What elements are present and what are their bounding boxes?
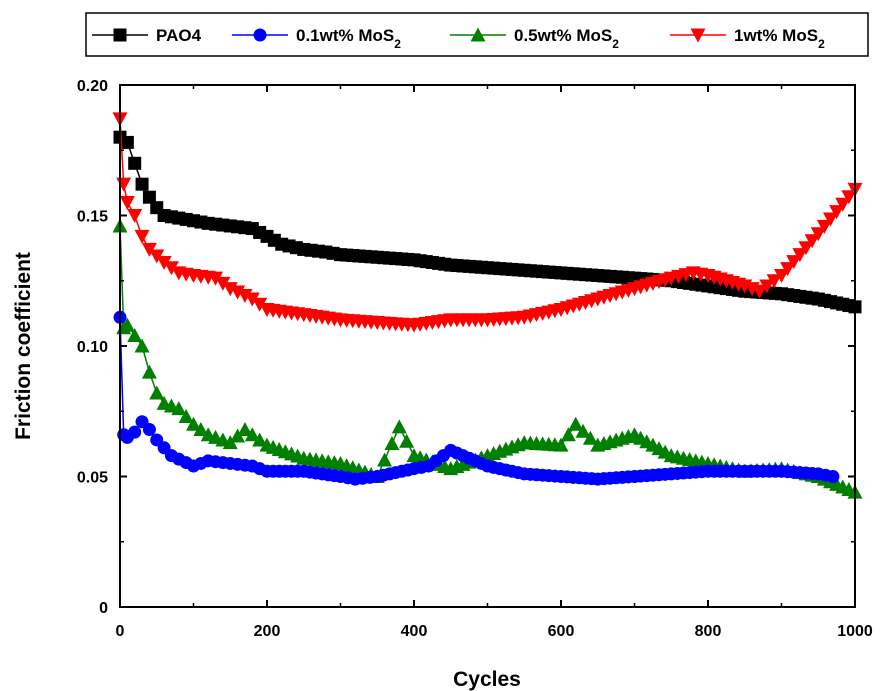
data-point (163, 261, 179, 276)
data-point (128, 425, 142, 439)
data-point (127, 209, 143, 223)
x-tick-label: 400 (401, 623, 428, 640)
data-point (156, 255, 172, 270)
data-point (119, 317, 135, 332)
data-point (186, 416, 201, 431)
data-point (826, 470, 840, 483)
data-point (553, 437, 569, 452)
data-point (560, 427, 576, 442)
data-point (244, 292, 260, 307)
data-point (244, 427, 260, 442)
data-point (816, 219, 832, 234)
data-point (835, 197, 851, 212)
data-point (582, 430, 598, 445)
data-point (128, 156, 142, 170)
legend-marker (690, 28, 706, 43)
y-axis-title: Friction coefficient (12, 252, 35, 440)
plot-frame (119, 84, 856, 608)
data-point (222, 435, 238, 450)
data-point (134, 338, 150, 353)
data-point (823, 212, 838, 227)
data-point (193, 422, 209, 437)
legend-marker (253, 28, 267, 42)
data-point (798, 241, 814, 256)
data-point (759, 279, 775, 294)
x-tick-label: 0 (116, 623, 125, 640)
data-point (116, 177, 132, 192)
data-point (792, 248, 808, 263)
data-point (786, 255, 802, 270)
x-tick-label: 600 (548, 623, 575, 640)
x-tick-label: 1000 (837, 623, 873, 640)
y-tick-label: 0.10 (77, 339, 108, 356)
data-point (829, 205, 845, 220)
data-point (766, 274, 782, 289)
legend: PAO4 0.1wt% MoS2 0.5wt% MoS2 1wt% MoS2 (85, 12, 869, 57)
data-point (178, 408, 194, 423)
data-point (127, 328, 143, 343)
y-tick-label: 0 (99, 600, 108, 617)
data-point (384, 435, 400, 450)
y-axis: 0 0.05 0.10 0.15 0.20 (77, 78, 855, 617)
data-point (377, 452, 393, 467)
data-point (142, 423, 156, 437)
data-point (780, 262, 796, 277)
data-point (215, 276, 231, 291)
data-point (134, 229, 150, 244)
data-point (171, 401, 187, 416)
data-point (751, 284, 767, 299)
data-point (774, 269, 789, 284)
data-point (237, 422, 253, 437)
data-point (399, 433, 415, 448)
legend-marker (470, 27, 486, 42)
legend-item: PAO4 (92, 26, 202, 45)
y-tick-label: 0.20 (77, 78, 108, 95)
data-point (568, 416, 584, 431)
data-point (141, 242, 157, 257)
data-point (120, 135, 134, 149)
data-point (135, 177, 149, 191)
data-point (149, 249, 165, 264)
data-point (142, 190, 156, 204)
data-point (119, 195, 135, 210)
data-point (208, 271, 224, 286)
data-point (149, 385, 165, 400)
plot-area (112, 84, 863, 608)
data-point (230, 428, 246, 443)
x-tick-label: 800 (695, 623, 722, 640)
legend-label: PAO4 (156, 26, 202, 45)
data-point (252, 432, 268, 447)
data-point (575, 423, 591, 438)
x-axis: 0 200 400 600 800 1000 (116, 85, 873, 640)
data-point (141, 364, 157, 379)
data-point (252, 297, 268, 312)
data-point (804, 234, 820, 249)
y-tick-label: 0.05 (77, 470, 108, 487)
y-tick-label: 0.15 (77, 209, 108, 226)
x-tick-label: 200 (254, 623, 281, 640)
x-axis-title: Cycles (453, 668, 521, 691)
legend-marker (113, 28, 127, 42)
data-point (391, 419, 407, 434)
series-1 (113, 310, 840, 486)
data-point (841, 190, 857, 205)
data-point (810, 227, 826, 242)
series-layer (112, 112, 863, 499)
